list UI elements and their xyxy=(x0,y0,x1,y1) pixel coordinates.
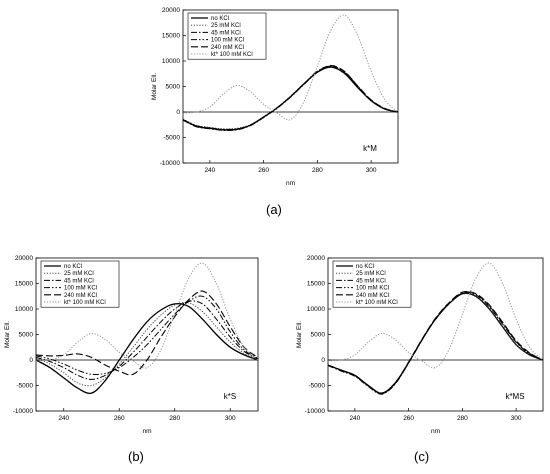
legend-entry: no KCl xyxy=(211,16,229,22)
y-tick-label: -10000 xyxy=(305,408,326,415)
y-tick-label: 0 xyxy=(321,357,325,364)
series-line-3 xyxy=(327,291,544,395)
legend-entry: 45 mM KCl xyxy=(211,30,241,36)
legend-entry: 25 mM KCl xyxy=(64,271,94,277)
y-tick-label: 0 xyxy=(29,357,33,364)
x-tick-label: 300 xyxy=(225,415,236,422)
y-tick-label: 15000 xyxy=(307,281,325,288)
series-line-3 xyxy=(35,300,259,380)
y-axis-label: Molar Ell. xyxy=(4,321,11,348)
legend-entry: 45 mM KCl xyxy=(64,278,94,284)
x-tick-label: 280 xyxy=(169,415,180,422)
y-tick-label: 15000 xyxy=(15,281,33,288)
series-line-6 xyxy=(182,14,399,121)
panel-label-c: (c) xyxy=(414,449,430,464)
legend-box xyxy=(40,260,120,308)
y-tick-label: 20000 xyxy=(15,255,33,262)
series-line-6 xyxy=(35,262,259,369)
legend-box xyxy=(332,260,412,308)
series-line-1 xyxy=(35,303,259,395)
y-tick-label: -5000 xyxy=(16,383,33,390)
chart-title: k*S xyxy=(224,392,236,401)
y-tick-label: 5000 xyxy=(19,332,34,339)
series-line-1 xyxy=(327,292,544,394)
y-tick-label: 5000 xyxy=(166,84,181,91)
chart-title: k*MS xyxy=(505,392,524,401)
legend-entry: no KCl xyxy=(356,264,374,270)
legend-entry: 45 mM KCl xyxy=(356,278,386,284)
chart-title: k*M xyxy=(363,144,377,153)
legend-entry: 240 mM KCl xyxy=(211,45,244,51)
y-axis-label: Molar Ell. xyxy=(296,321,303,348)
x-axis-label: nm xyxy=(431,428,440,435)
x-tick-label: 240 xyxy=(204,167,215,174)
legend-entry: 100 mM KCl xyxy=(64,286,97,292)
legend-entry: 100 mM KCl xyxy=(356,286,389,292)
series-line-5 xyxy=(182,65,399,131)
legend-entry: kt* 100 mM KCl xyxy=(211,52,253,58)
panel-label-b: (b) xyxy=(128,449,144,464)
x-axis-label: nm xyxy=(142,428,151,435)
legend-entry: 25 mM KCl xyxy=(356,271,386,277)
legend-entry: no KCl xyxy=(64,264,82,270)
y-axis-label: Molar Ell. xyxy=(151,73,158,100)
x-axis-label: nm xyxy=(286,180,295,187)
x-tick-label: 280 xyxy=(457,415,468,422)
x-tick-label: 240 xyxy=(349,415,360,422)
y-tick-label: -5000 xyxy=(163,135,180,142)
y-tick-label: 10000 xyxy=(307,306,325,313)
y-tick-label: 0 xyxy=(176,109,180,116)
y-tick-label: 15000 xyxy=(162,33,180,40)
x-tick-label: 260 xyxy=(114,415,125,422)
series-line-6 xyxy=(327,262,544,369)
legend-entry: kt* 100 mM KCl xyxy=(64,300,106,306)
legend-entry: 25 mM KCl xyxy=(211,23,241,29)
y-tick-label: 20000 xyxy=(162,7,180,14)
legend-entry: 240 mM KCl xyxy=(356,293,389,299)
y-tick-label: 5000 xyxy=(311,332,326,339)
y-tick-label: 10000 xyxy=(15,306,33,313)
legend-entry: 100 mM KCl xyxy=(211,38,244,44)
y-tick-label: -10000 xyxy=(160,160,181,167)
y-tick-label: -10000 xyxy=(13,408,34,415)
legend-entry: 240 mM KCl xyxy=(64,293,97,299)
x-tick-label: 260 xyxy=(258,167,269,174)
series-line-5 xyxy=(327,290,544,394)
x-tick-label: 300 xyxy=(511,415,522,422)
y-tick-label: -5000 xyxy=(308,383,325,390)
series-line-4 xyxy=(35,295,259,376)
series-line-5 xyxy=(35,290,259,376)
x-tick-label: 300 xyxy=(366,167,377,174)
x-tick-label: 240 xyxy=(58,415,69,422)
y-tick-label: 20000 xyxy=(307,255,325,262)
legend-entry: kt* 100 mM KCl xyxy=(356,300,398,306)
chart-panel-3: -10000 -5000 0 5000 10000 15000 20000 240 260 280… xyxy=(296,255,544,435)
chart-panel-2: -10000 -5000 0 5000 10000 15000 20000 240 260 280… xyxy=(4,255,259,435)
panel-label-a: (a) xyxy=(266,202,282,217)
y-tick-label: 10000 xyxy=(162,58,180,65)
x-tick-label: 280 xyxy=(312,167,323,174)
chart-panel-1: -10000 -5000 0 5000 10000 15000 20000 240 260 280… xyxy=(151,7,399,187)
legend-box xyxy=(187,12,267,60)
series-line-3 xyxy=(182,66,399,131)
x-tick-label: 260 xyxy=(403,415,414,422)
series-line-1 xyxy=(182,66,399,131)
